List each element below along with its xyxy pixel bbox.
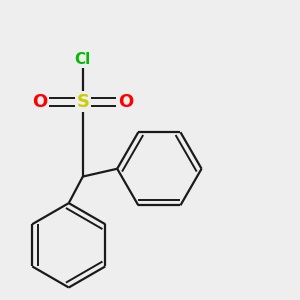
Text: O: O: [118, 93, 133, 111]
Text: Cl: Cl: [75, 52, 91, 67]
Text: S: S: [76, 93, 89, 111]
Text: O: O: [32, 93, 48, 111]
